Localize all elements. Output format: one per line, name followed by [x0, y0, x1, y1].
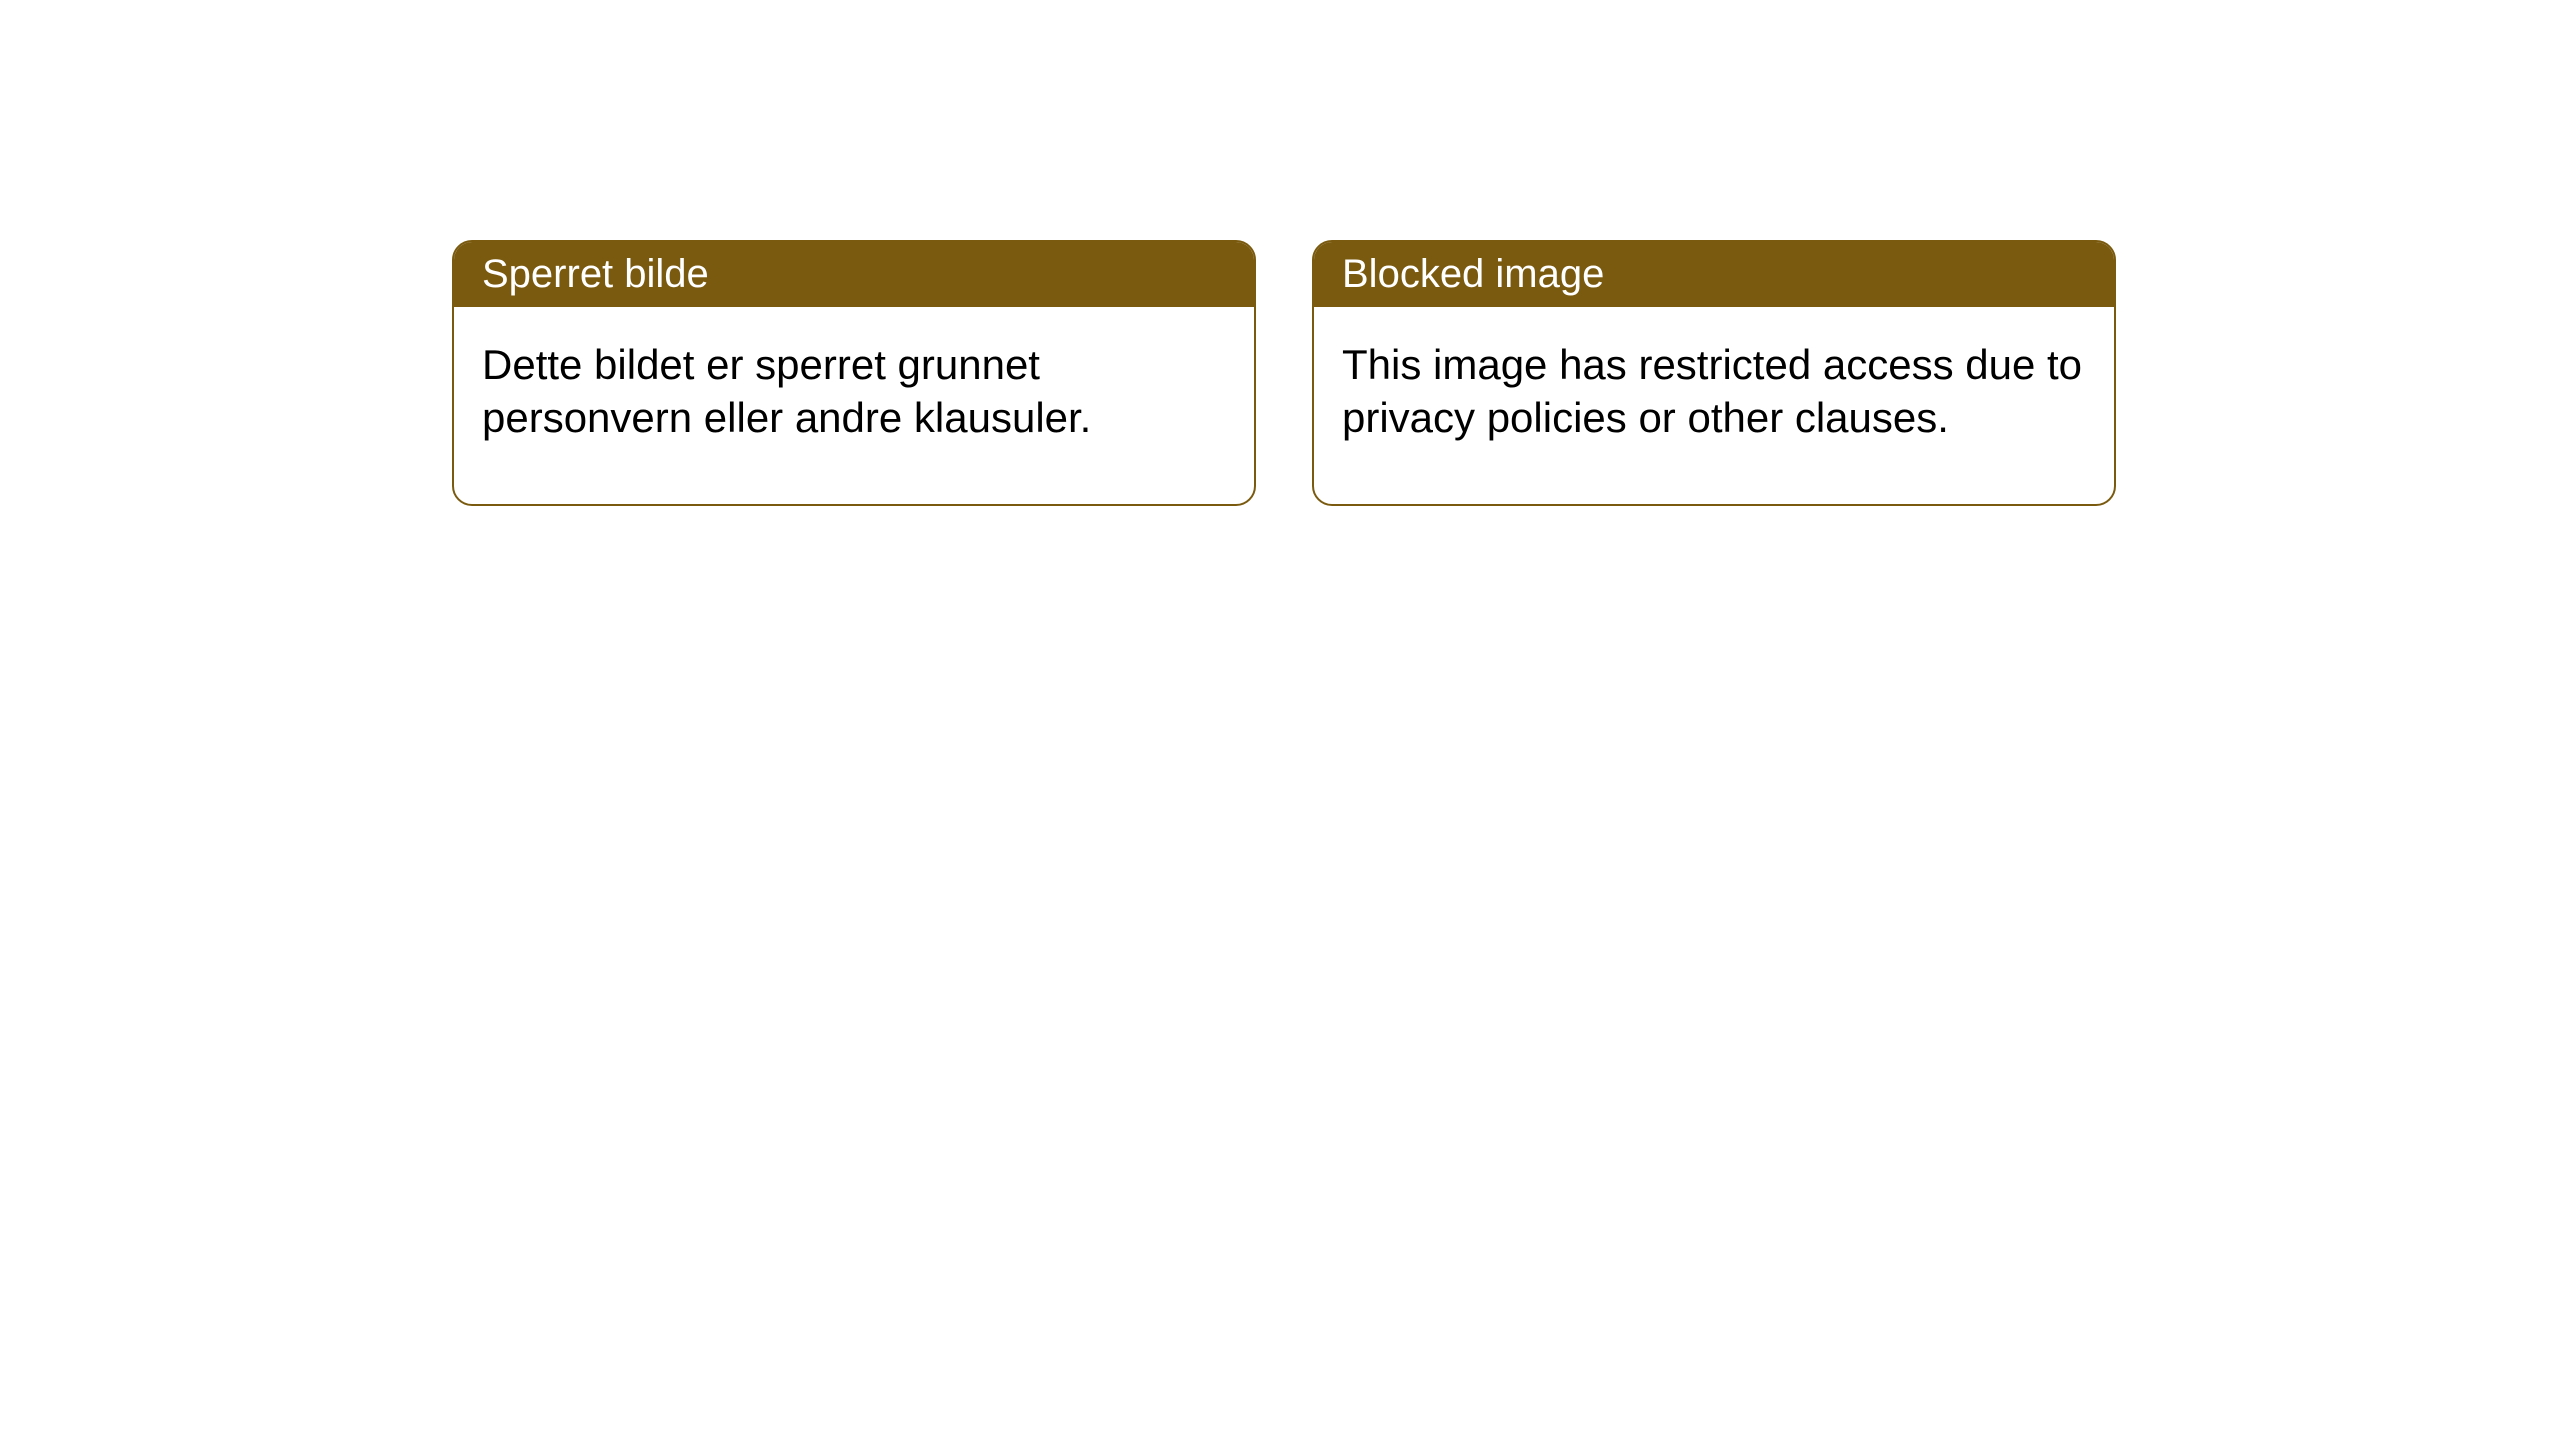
- notice-header: Sperret bilde: [454, 242, 1254, 307]
- notice-container: Sperret bilde Dette bildet er sperret gr…: [452, 240, 2116, 506]
- notice-body-text: Dette bildet er sperret grunnet personve…: [482, 341, 1091, 441]
- notice-box-norwegian: Sperret bilde Dette bildet er sperret gr…: [452, 240, 1256, 506]
- notice-title: Blocked image: [1342, 252, 1604, 296]
- notice-title: Sperret bilde: [482, 252, 709, 296]
- notice-header: Blocked image: [1314, 242, 2114, 307]
- notice-box-english: Blocked image This image has restricted …: [1312, 240, 2116, 506]
- notice-body: Dette bildet er sperret grunnet personve…: [454, 307, 1254, 504]
- notice-body-text: This image has restricted access due to …: [1342, 341, 2082, 441]
- notice-body: This image has restricted access due to …: [1314, 307, 2114, 504]
